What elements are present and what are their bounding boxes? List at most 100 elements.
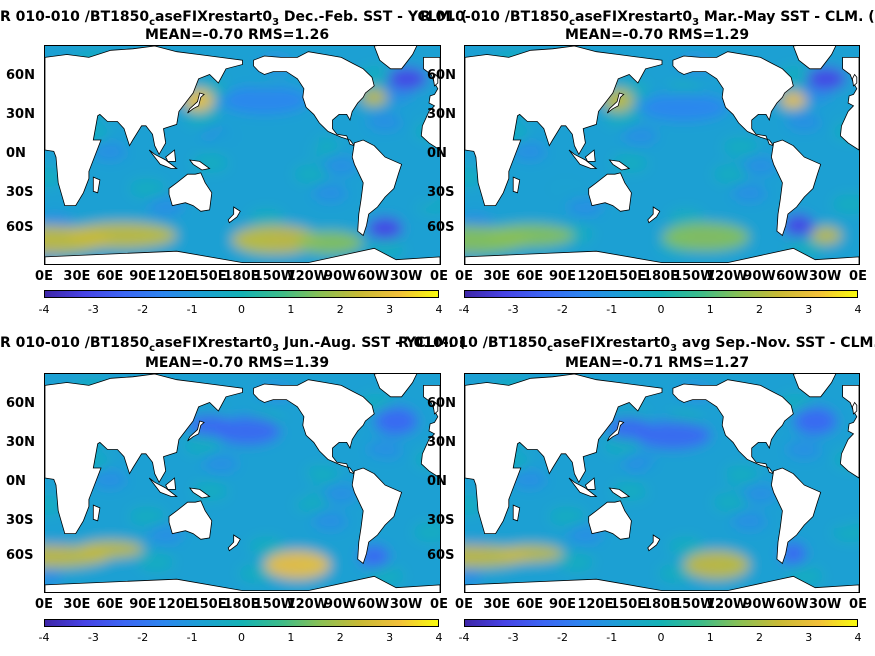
- anomaly-patch: [91, 141, 128, 162]
- lat-label: 60N: [427, 395, 456, 411]
- land-mass: [672, 379, 794, 475]
- anomaly-patch: [110, 487, 147, 508]
- colorbar-tick-label: -3: [507, 631, 519, 644]
- anomaly-patch: [229, 189, 266, 210]
- lon-label: 150W: [673, 269, 715, 284]
- panel-stats: MEAN=-0.70 RMS=1.39: [145, 355, 330, 371]
- land-mass: [584, 477, 596, 490]
- lon-label: 90E: [549, 269, 576, 284]
- lon-label: 120E: [577, 597, 614, 612]
- land-mass: [148, 149, 178, 169]
- land-mass: [92, 504, 101, 522]
- title-part: 3: [272, 16, 280, 28]
- anomaly-blob: [367, 216, 403, 240]
- anomaly-blob: [374, 406, 419, 436]
- lon-label: 60E: [516, 597, 544, 612]
- colorbar-tick-label: -3: [507, 303, 519, 316]
- anomaly-patch: [248, 536, 285, 557]
- colorbar-tick-label: -4: [38, 631, 50, 644]
- colorbar-tick-label: -2: [557, 303, 568, 316]
- anomaly-patch: [741, 483, 778, 504]
- lon-label: 90W: [324, 597, 357, 612]
- lat-label: 30S: [6, 513, 34, 529]
- anomaly-patch: [804, 130, 841, 151]
- land-mass: [168, 172, 213, 212]
- lat-label: 0N: [427, 146, 447, 161]
- sst-anomaly-map: [44, 45, 441, 265]
- colorbar-tick-label: -4: [38, 303, 50, 316]
- sst-anomaly-map: [464, 373, 860, 593]
- colorbar-tick-label: -2: [137, 631, 149, 644]
- title-part: c: [569, 16, 576, 28]
- land-mass: [792, 374, 837, 398]
- anomaly-patch: [823, 148, 859, 169]
- land-mass: [588, 172, 632, 212]
- land-mass: [45, 575, 440, 592]
- title-part: c: [149, 16, 156, 28]
- colorbar-tick-label: -1: [186, 303, 198, 316]
- land-mass: [373, 374, 418, 398]
- lon-label: 90W: [743, 269, 776, 284]
- anomaly-blob: [297, 231, 364, 255]
- anomaly-patch: [731, 182, 768, 203]
- colorbar-tick-label: 4: [435, 631, 443, 644]
- colorbar-tick-label: 2: [336, 631, 344, 644]
- anomaly-patch: [129, 178, 166, 199]
- colorbar-tick-label: 1: [287, 631, 295, 644]
- lon-label: 180E: [223, 597, 260, 612]
- lat-label: 60N: [427, 67, 456, 83]
- lon-label: 0E: [849, 597, 867, 612]
- anomaly-patch: [649, 517, 686, 538]
- anomaly-patch: [202, 453, 239, 474]
- title-part: c: [547, 342, 554, 354]
- lon-label: 180E: [642, 269, 680, 284]
- anomaly-patch: [603, 107, 640, 128]
- anomaly-patch: [593, 462, 630, 483]
- land-mass: [188, 159, 211, 171]
- lat-label: 0N: [6, 474, 26, 489]
- colorbar: [464, 290, 858, 298]
- title-part: c: [149, 342, 156, 354]
- anomaly-patch: [119, 205, 156, 226]
- colorbar-tick-label: 4: [854, 303, 862, 316]
- land-mass: [465, 374, 663, 535]
- anomaly-patch: [413, 522, 440, 543]
- anomaly-patch: [750, 201, 787, 222]
- colorbar-tick-label: 2: [756, 303, 763, 316]
- anomaly-patch: [211, 499, 248, 520]
- anomaly-patch: [786, 439, 823, 460]
- anomaly-patch: [712, 164, 749, 185]
- colorbar-tick-label: 1: [706, 631, 714, 644]
- anomaly-patch: [511, 469, 548, 490]
- lon-label: 150E: [190, 269, 227, 284]
- colorbar-tick-label: 0: [657, 303, 665, 316]
- lat-label: 60S: [6, 548, 34, 564]
- anomaly-blob: [640, 456, 728, 500]
- anomaly-blob: [264, 550, 331, 580]
- sst-anomaly-map: [44, 373, 441, 593]
- anomaly-patch: [367, 439, 404, 460]
- anomaly-patch: [394, 503, 431, 524]
- land-mass: [465, 46, 663, 207]
- anomaly-patch: [538, 205, 575, 226]
- lon-label: 0E: [430, 597, 448, 612]
- title-part: aseFIXrestart0: [155, 9, 273, 25]
- anomaly-blob: [810, 226, 842, 245]
- anomaly-patch: [321, 556, 358, 577]
- lon-label: 0E: [849, 269, 867, 284]
- lat-label: 30N: [6, 434, 35, 450]
- anomaly-blob: [486, 224, 575, 247]
- panel-title: R 010-010 /BT1850caseFIXrestart03 Mar.-M…: [420, 9, 875, 31]
- anomaly-blob: [815, 499, 859, 528]
- lon-label: 30E: [483, 597, 511, 612]
- lat-label: 0N: [427, 474, 447, 489]
- lat-label: 30S: [6, 185, 34, 201]
- colorbar-tick-label: 3: [386, 303, 394, 316]
- anomaly-patch: [322, 483, 359, 504]
- anomaly-blob: [497, 544, 564, 563]
- anomaly-patch: [814, 430, 851, 451]
- anomaly-patch: [712, 492, 749, 513]
- land-mass: [227, 206, 241, 224]
- anomaly-blob: [783, 214, 815, 237]
- land-mass: [851, 73, 858, 87]
